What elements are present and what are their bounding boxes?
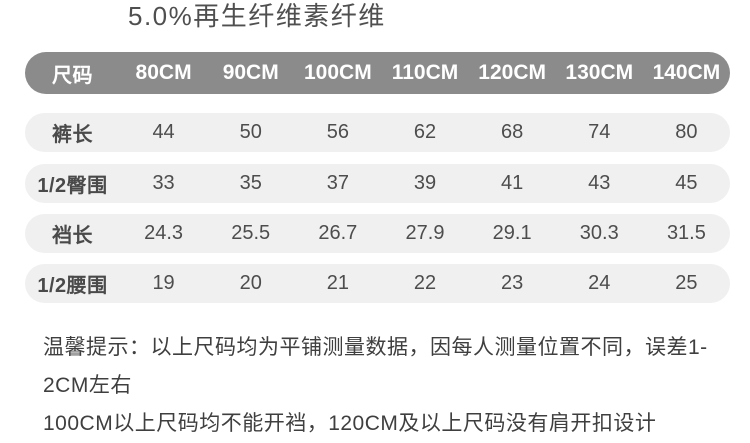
note-line-1: 温馨提示：以上尺码均为平铺测量数据，因每人测量位置不同，误差1-2CM左右	[43, 336, 708, 397]
cell-value: 50	[239, 121, 262, 143]
cell-value: 25.5	[231, 222, 271, 244]
header-col-100cm: 100CM	[304, 61, 372, 84]
cell-value: 68	[501, 121, 524, 143]
table-row-half-hip: 1/2臀围 33 35 37 39 41 43 45	[25, 164, 730, 203]
size-table-header-row: 尺码 80CM 90CM 100CM 110CM 120CM 130CM 140…	[25, 52, 730, 94]
table-row-pants-length: 裤长 44 50 56 62 68 74 80	[25, 113, 730, 152]
header-col-110cm: 110CM	[391, 61, 459, 84]
cell-value: 20	[239, 272, 262, 294]
row-label: 裆长	[52, 225, 93, 247]
cell-value: 41	[501, 172, 524, 194]
header-col-90cm: 90CM	[222, 61, 279, 84]
note-line-2: 100CM以上尺码均不能开裆，120CM及以上尺码没有肩开扣设计	[43, 412, 657, 435]
cell-value: 24.3	[144, 222, 184, 244]
cell-value: 19	[152, 272, 175, 294]
table-row-half-waist: 1/2腰围 19 20 21 22 23 24 25	[25, 264, 730, 303]
cell-value: 62	[413, 121, 437, 143]
cell-value: 29.1	[492, 222, 532, 244]
cell-value: 56	[326, 121, 349, 143]
cell-value: 43	[588, 172, 611, 194]
cell-value: 45	[675, 172, 698, 194]
header-col-140cm: 140CM	[652, 61, 721, 84]
warm-tips-note: 温馨提示：以上尺码均为平铺测量数据，因每人测量位置不同，误差1-2CM左右 10…	[43, 329, 733, 443]
cell-value: 22	[413, 272, 437, 294]
cell-value: 25	[675, 272, 698, 294]
cell-value: 74	[588, 121, 611, 143]
header-col-130cm: 130CM	[565, 61, 634, 84]
cell-value: 27.9	[405, 222, 445, 244]
cell-value: 39	[413, 172, 437, 194]
cell-value: 26.7	[318, 222, 358, 244]
cell-value: 80	[675, 121, 698, 143]
cell-value: 23	[501, 272, 524, 294]
cell-value: 37	[326, 172, 349, 194]
cell-value: 44	[152, 121, 175, 143]
header-col-80cm: 80CM	[135, 61, 192, 84]
cell-value: 24	[588, 272, 611, 294]
row-label: 1/2腰围	[37, 275, 108, 297]
cell-value: 30.3	[579, 222, 619, 244]
row-label: 1/2臀围	[37, 175, 108, 197]
page-title: 5.0%再生纤维素纤维	[128, 1, 386, 31]
cell-value: 35	[239, 172, 262, 194]
cell-value: 33	[152, 172, 175, 194]
row-label: 裤长	[52, 124, 93, 146]
table-row-crotch-length: 裆长 24.3 25.5 26.7 27.9 29.1 30.3 31.5	[25, 214, 730, 253]
cell-value: 21	[326, 272, 349, 294]
header-col-120cm: 120CM	[478, 61, 546, 84]
cell-value: 31.5	[666, 222, 706, 244]
header-size-label: 尺码	[52, 64, 93, 87]
